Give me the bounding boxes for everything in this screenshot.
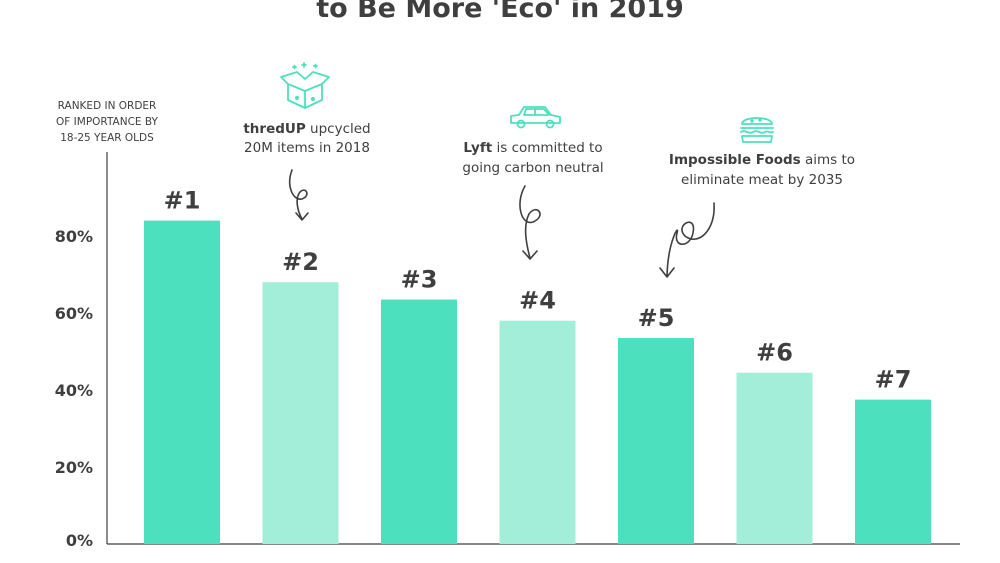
bar-5 — [618, 338, 694, 544]
y-tick-label: 60% — [55, 304, 93, 323]
chart-title: to Be More 'Eco' in 2019 — [316, 0, 684, 24]
annotation-lyft: Lyft is committed to going carbon neutra… — [462, 106, 604, 260]
y-axis-label: RANKED IN ORDER OF IMPORTANCE BY 18-25 Y… — [56, 100, 158, 144]
y-tick-label: 0% — [66, 531, 93, 550]
y-tick-label: 20% — [55, 458, 93, 477]
annotation-lyft-line-2: going carbon neutral — [462, 160, 603, 176]
annotation-thredup-line-1: thredUP upcycled — [243, 121, 370, 137]
bars — [144, 220, 931, 544]
annotation-impossible-foods-arrow — [659, 202, 715, 278]
y-tick-label: 80% — [55, 227, 93, 246]
bar-label-6: #6 — [756, 339, 793, 367]
rank-labels: #1 #2 #3 #4 #5 #6 #7 — [164, 187, 912, 394]
bar-7 — [855, 399, 931, 544]
bar-label-3: #3 — [401, 266, 438, 294]
annotation-thredup-arrow — [288, 169, 309, 221]
y-axis-label-line-1: RANKED IN ORDER — [58, 100, 157, 112]
annotation-thredup: thredUP upcycled 20M items in 2018 — [243, 62, 371, 221]
car-icon — [510, 106, 561, 129]
annotation-lyft-arrow — [519, 185, 541, 260]
bar-2 — [262, 282, 339, 544]
bar-label-5: #5 — [638, 304, 675, 332]
bar-label-7: #7 — [875, 366, 912, 394]
annotation-impossible-foods: Impossible Foods aims to eliminate meat … — [659, 117, 855, 278]
annotation-impossible-foods-line-1: Impossible Foods aims to — [669, 152, 855, 168]
y-tick-labels: 0% 20% 40% 60% 80% — [55, 227, 93, 550]
bar-label-4: #4 — [519, 287, 556, 315]
bar-6 — [736, 372, 813, 544]
bar-1 — [144, 220, 220, 544]
y-axis-label-line-3: 18-25 YEAR OLDS — [60, 132, 154, 144]
annotation-impossible-foods-line-2: eliminate meat by 2035 — [681, 172, 843, 188]
bar-3 — [381, 299, 457, 544]
burger-icon — [740, 117, 774, 143]
bar-label-2: #2 — [282, 248, 319, 276]
annotation-lyft-line-1: Lyft is committed to — [463, 140, 602, 156]
bar-4 — [499, 320, 576, 544]
y-axis-label-line-2: OF IMPORTANCE BY — [56, 116, 158, 128]
bar-label-1: #1 — [164, 187, 201, 215]
annotation-thredup-line-2: 20M items in 2018 — [244, 140, 370, 156]
box-icon — [280, 62, 330, 109]
y-tick-label: 40% — [55, 381, 93, 400]
